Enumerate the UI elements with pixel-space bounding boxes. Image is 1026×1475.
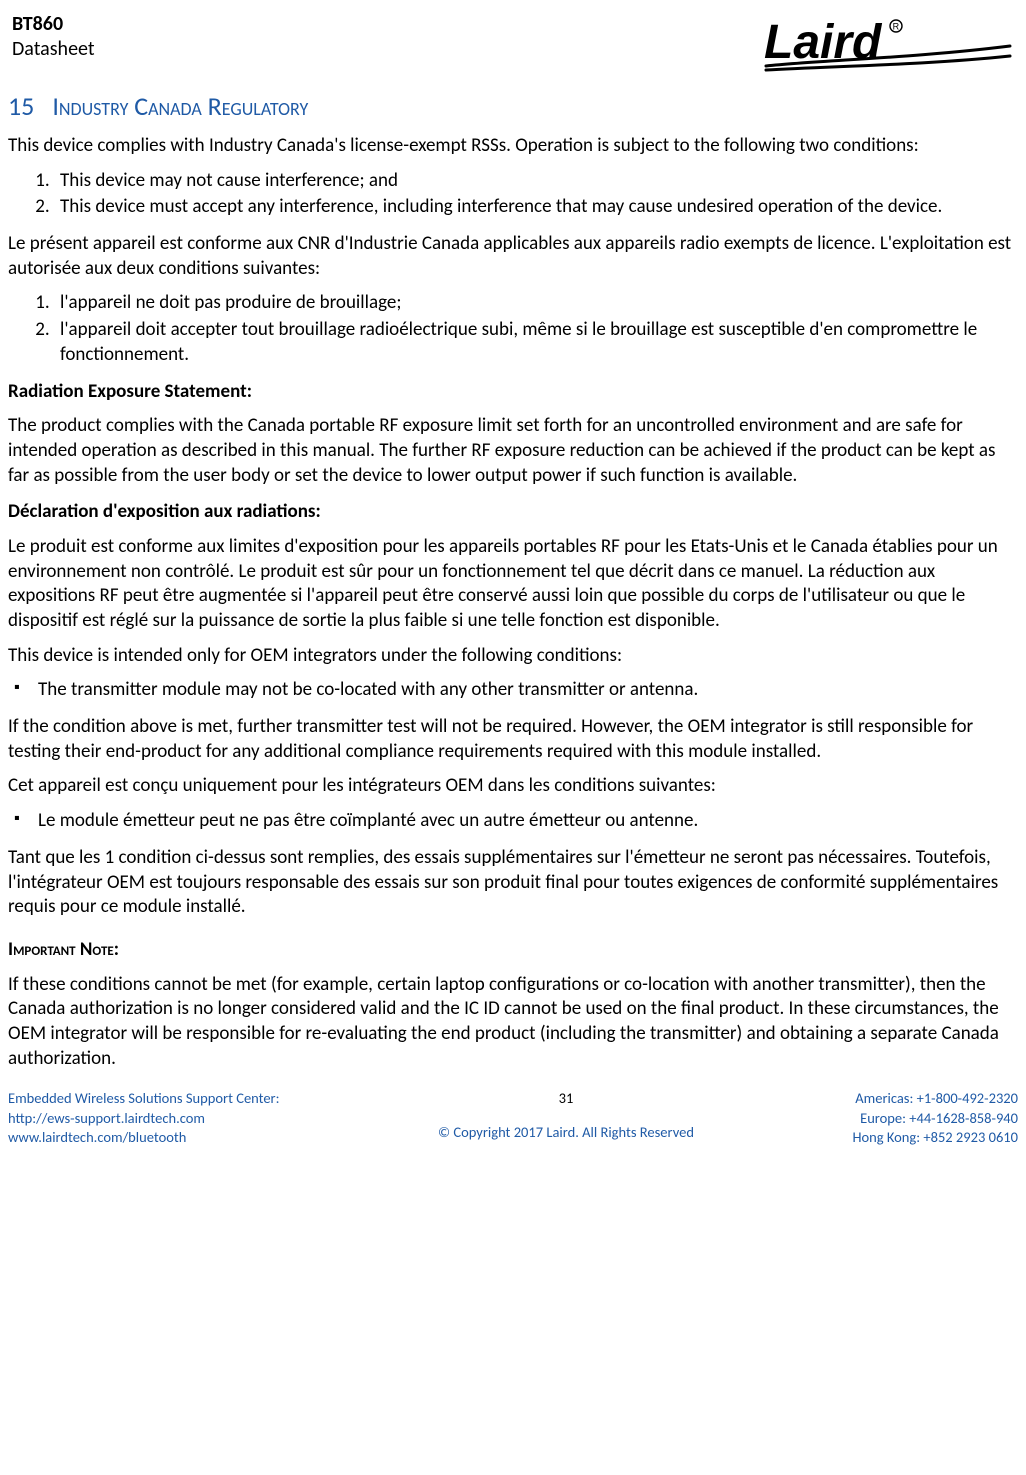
footer-left: Embedded Wireless Solutions Support Cent… — [8, 1089, 280, 1148]
section-title: Industry Canada Regulatory — [52, 90, 308, 122]
subheading: Déclaration d'exposition aux radiations: — [8, 500, 1018, 525]
body-paragraph: This device is intended only for OEM int… — [8, 644, 1018, 669]
section-heading: 15 Industry Canada Regulatory — [8, 90, 1018, 122]
copyright: © Copyright 2017 Laird. All Rights Reser… — [438, 1123, 694, 1143]
numbered-list-en: This device may not cause interference; … — [54, 169, 1018, 220]
page-header: BT860 Datasheet Laird R — [8, 12, 1018, 72]
body-paragraph: The product complies with the Canada por… — [8, 414, 1018, 488]
section-number: 15 — [8, 90, 34, 122]
page-footer: Embedded Wireless Solutions Support Cent… — [8, 1089, 1018, 1148]
header-left: BT860 Datasheet — [12, 12, 95, 62]
body-paragraph: Tant que les 1 condition ci-dessus sont … — [8, 846, 1018, 920]
body-paragraph: Le présent appareil est conforme aux CNR… — [8, 232, 1018, 281]
body-paragraph: This device complies with Industry Canad… — [8, 134, 1018, 159]
doc-type: Datasheet — [12, 37, 95, 62]
bullet-list-fr: Le module émetteur peut ne pas être coïm… — [38, 809, 1018, 834]
list-item: l'appareil doit accepter tout brouillage… — [54, 318, 1018, 367]
footer-support-url: http://ews-support.lairdtech.com — [8, 1109, 280, 1129]
brand-logo: Laird R — [764, 12, 1014, 72]
footer-phone-americas: Americas: +1-800-492-2320 — [852, 1089, 1018, 1109]
footer-right: Americas: +1-800-492-2320 Europe: +44-16… — [852, 1089, 1018, 1148]
list-item: This device may not cause interference; … — [54, 169, 1018, 194]
footer-phone-europe: Europe: +44-1628-858-940 — [852, 1109, 1018, 1129]
bullet-list-en: The transmitter module may not be co-loc… — [38, 678, 1018, 703]
body-paragraph: Le produit est conforme aux limites d'ex… — [8, 535, 1018, 634]
important-note-heading: Important Note: — [8, 938, 1018, 963]
list-item: This device must accept any interference… — [54, 195, 1018, 220]
footer-product-url: www.lairdtech.com/bluetooth — [8, 1128, 280, 1148]
list-item: l'appareil ne doit pas produire de broui… — [54, 291, 1018, 316]
product-name: BT860 — [12, 12, 95, 37]
numbered-list-fr: l'appareil ne doit pas produire de broui… — [54, 291, 1018, 367]
list-item: Le module émetteur peut ne pas être coïm… — [38, 809, 1018, 834]
body-paragraph: If these conditions cannot be met (for e… — [8, 973, 1018, 1072]
laird-logo-icon: Laird R — [764, 16, 1014, 72]
list-item: The transmitter module may not be co-loc… — [38, 678, 1018, 703]
footer-center: 31 © Copyright 2017 Laird. All Rights Re… — [438, 1089, 694, 1142]
subheading: Radiation Exposure Statement: — [8, 380, 1018, 405]
body-paragraph: Cet appareil est conçu uniquement pour l… — [8, 774, 1018, 799]
page-number: 31 — [438, 1089, 694, 1109]
svg-text:R: R — [893, 22, 900, 32]
footer-phone-hk: Hong Kong: +852 2923 0610 — [852, 1128, 1018, 1148]
footer-support-label: Embedded Wireless Solutions Support Cent… — [8, 1089, 280, 1109]
body-paragraph: If the condition above is met, further t… — [8, 715, 1018, 764]
